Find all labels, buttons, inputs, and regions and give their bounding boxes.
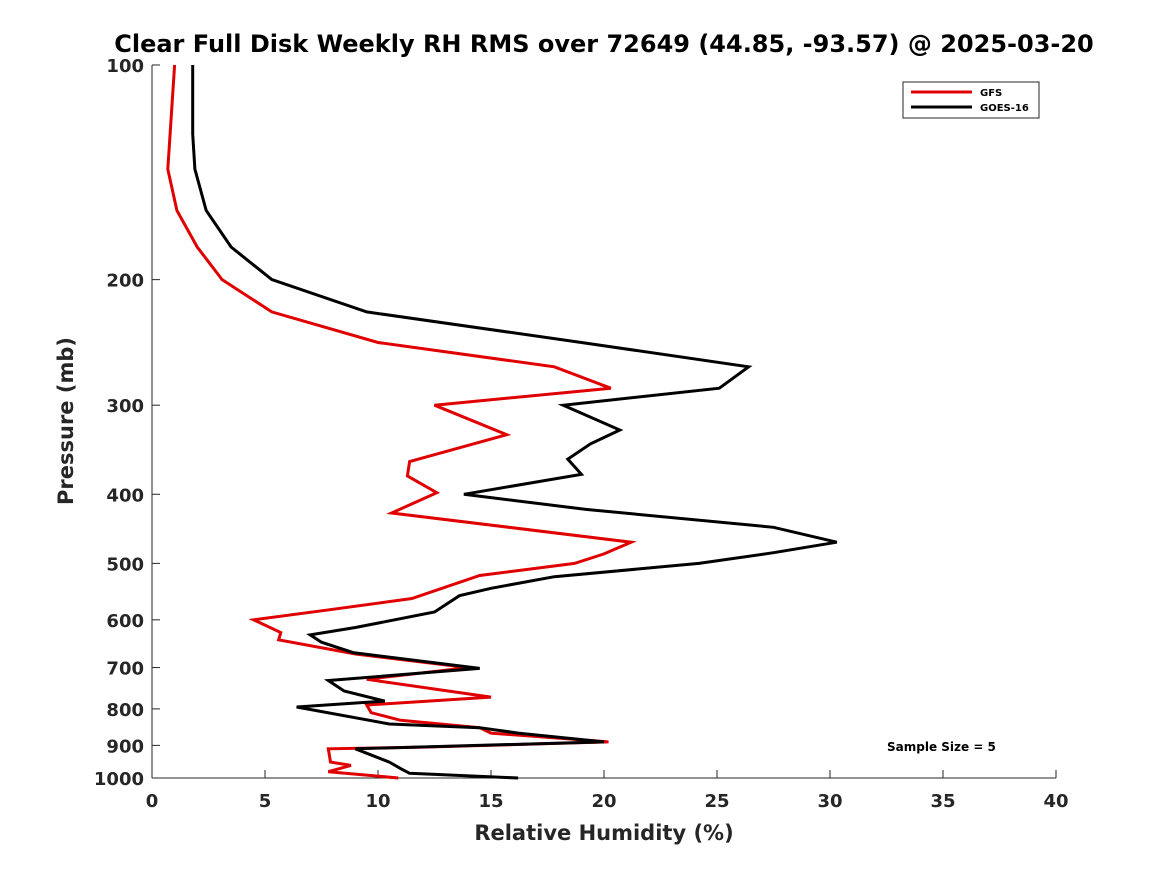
y-tick-label: 800	[106, 700, 144, 721]
x-tick-label: 35	[930, 791, 955, 812]
y-tick-label: 200	[106, 271, 144, 292]
series-line-goes-16	[191, 65, 838, 780]
y-tick-label: 300	[106, 396, 144, 417]
legend-box	[902, 81, 1040, 119]
y-tick-label: 900	[106, 736, 144, 757]
sample-size-annotation: Sample Size = 5	[887, 740, 996, 754]
plot-area: 0 5 10 15 20 25 30 35 40 100 200 300 400 500 600 700 80…	[94, 56, 1069, 812]
legend: GFS GOES-16	[902, 81, 1040, 119]
x-tick-label: 40	[1043, 791, 1068, 812]
x-tick-label: 10	[365, 791, 390, 812]
y-tick-label: 500	[106, 554, 144, 575]
series-group	[166, 64, 838, 780]
series-line-gfs	[166, 64, 637, 780]
y-axis-label: Pressure (mb)	[54, 337, 78, 505]
y-tick-label: 400	[106, 485, 144, 506]
x-tick-label: 15	[478, 791, 503, 812]
x-tick-label: 25	[704, 791, 729, 812]
y-tick-label: 600	[106, 611, 144, 632]
legend-label-gfs: GFS	[980, 88, 1002, 99]
legend-label-goes-16: GOES-16	[980, 103, 1029, 114]
chart-title: Clear Full Disk Weekly RH RMS over 72649…	[114, 30, 1094, 58]
x-tick-label: 30	[817, 791, 842, 812]
y-tick-label: 1000	[94, 769, 144, 790]
x-ticks: 0 5 10 15 20 25 30 35 40	[146, 770, 1069, 812]
x-axis-label: Relative Humidity (%)	[474, 821, 733, 845]
y-tick-label: 100	[106, 56, 144, 77]
x-tick-label: 20	[591, 791, 616, 812]
y-ticks: 100 200 300 400 500 600 700 800 900 1000	[94, 56, 160, 790]
x-tick-label: 0	[146, 791, 159, 812]
y-tick-label: 700	[106, 659, 144, 680]
x-tick-label: 5	[259, 791, 272, 812]
